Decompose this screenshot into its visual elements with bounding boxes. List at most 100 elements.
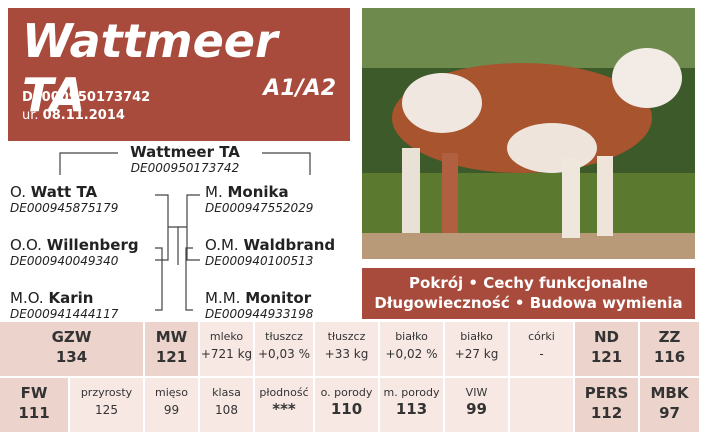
ancestor-name: Willenberg (47, 236, 139, 254)
cell-label: ZZ (640, 328, 699, 346)
ancestor-id: DE000947552029 (205, 201, 313, 215)
cell-label: GZW (0, 328, 143, 346)
cell-value: +27 kg (445, 347, 508, 361)
cell-label: mleko (200, 330, 253, 343)
ancestor-prefix: O.M. (205, 236, 239, 254)
bull-id: DE000950173742 (22, 90, 150, 105)
cell-value: 110 (315, 400, 378, 418)
cell-value: +0,03 % (255, 347, 313, 361)
birth-prefix: ur. (22, 108, 39, 123)
banner-line: Długowieczność • Budowa wymienia (362, 293, 695, 313)
cell-value: 121 (145, 348, 198, 366)
table-cell: białko +27 kg (445, 322, 510, 378)
empty-cell (510, 378, 575, 434)
birth: ur. 08.11.2014 (22, 108, 125, 123)
cell-value: 108 (200, 403, 253, 417)
cell-label: białko (380, 330, 443, 343)
cell-label: płodność (255, 386, 313, 399)
ancestor-id: DE000945875179 (10, 201, 118, 215)
cell-value: - (510, 347, 573, 361)
polymorphism: A1/A2 (263, 76, 336, 101)
banner-line: Pokrój • Cechy funkcjonalne (362, 273, 695, 293)
table-cell: białko +0,02 % (380, 322, 445, 378)
table-cell: GZW 134 (0, 322, 145, 378)
table-cell: płodność*** (255, 378, 315, 434)
cell-label: PERS (575, 384, 638, 402)
table-cell: FW 111 (0, 378, 70, 434)
animal-id: DE000950173742 (0, 161, 370, 175)
cell-value: 97 (640, 404, 699, 422)
cell-value: 112 (575, 404, 638, 422)
ancestor-id: DE000944933198 (205, 307, 313, 321)
ancestor: O.M. Waldbrand (205, 236, 335, 254)
table-cell: mleko +721 kg (200, 322, 255, 378)
table-cell: tłuszcz +33 kg (315, 322, 380, 378)
cell-label: klasa (200, 386, 253, 399)
ancestor: O.O. Willenberg (10, 236, 139, 254)
title-box: Wattmeer TA A1/A2 DE000950173742 ur. 08.… (8, 8, 350, 141)
table-cell: przyrosty 125 (70, 378, 145, 434)
table-cell: tłuszcz +0,03 % (255, 322, 315, 378)
photo (362, 8, 695, 259)
ancestor-prefix: O. (10, 183, 26, 201)
ancestor-id: DE000940100513 (205, 254, 313, 268)
animal-name: Wattmeer TA (0, 143, 370, 161)
ancestor: M.O. Karin (10, 289, 93, 307)
page: Wattmeer TA A1/A2 DE000950173742 ur. 08.… (0, 0, 701, 434)
table-cell: ND 121 (575, 322, 640, 378)
table-cell: MW 121 (145, 322, 200, 378)
birth-date: 08.11.2014 (43, 108, 125, 123)
cell-label: mięso (145, 386, 198, 399)
table-cell: córki - (510, 322, 575, 378)
ancestor-prefix: M. (205, 183, 223, 201)
cell-label: tłuszcz (315, 330, 378, 343)
cell-value: 99 (145, 403, 198, 417)
ancestor: O. Watt TA (10, 183, 97, 201)
ancestor-prefix: M.O. (10, 289, 44, 307)
ancestor-id: DE000940049340 (10, 254, 118, 268)
ancestor-name: Karin (48, 289, 93, 307)
cell-value: 111 (0, 404, 68, 422)
table-cell: klasa 108 (200, 378, 255, 434)
cell-label: przyrosty (70, 386, 143, 399)
table-cell: MBK 97 (640, 378, 701, 434)
ancestor-prefix: O.O. (10, 236, 42, 254)
ancestor-prefix: M.M. (205, 289, 240, 307)
cell-value: 134 (0, 348, 143, 366)
cell-value: +721 kg (200, 347, 253, 361)
cell-label: m. porody (380, 386, 443, 399)
banner: Pokrój • Cechy funkcjonalne Długowieczno… (362, 268, 695, 319)
ancestor-name: Monitor (245, 289, 311, 307)
table-cell: ZZ 116 (640, 322, 701, 378)
ancestor: M. Monika (205, 183, 289, 201)
cell-value: 116 (640, 348, 699, 366)
cell-value: 125 (70, 403, 143, 417)
table-cell: mięso 99 (145, 378, 200, 434)
cell-value: +33 kg (315, 347, 378, 361)
cell-label: MW (145, 328, 198, 346)
cell-value: +0,02 % (380, 347, 443, 361)
ancestor-name: Watt TA (31, 183, 97, 201)
cell-value: *** (255, 400, 313, 418)
ancestor-name: Waldbrand (243, 236, 335, 254)
cell-label: o. porody (315, 386, 378, 399)
bull-name: Wattmeer TA (22, 14, 350, 122)
cell-value: 121 (575, 348, 638, 366)
ancestor-name: Monika (228, 183, 289, 201)
cell-label: białko (445, 330, 508, 343)
cell-value: 113 (380, 400, 443, 418)
cell-label: ND (575, 328, 638, 346)
cell-label: MBK (640, 384, 699, 402)
cell-label: FW (0, 384, 68, 402)
cell-label: tłuszcz (255, 330, 313, 343)
ancestor-id: DE000941444117 (10, 307, 118, 321)
cell-label: VIW (445, 386, 508, 399)
ancestor: M.M. Monitor (205, 289, 311, 307)
cell-value: 99 (445, 400, 508, 418)
table-cell: PERS 112 (575, 378, 640, 434)
cell-label: córki (510, 330, 573, 343)
